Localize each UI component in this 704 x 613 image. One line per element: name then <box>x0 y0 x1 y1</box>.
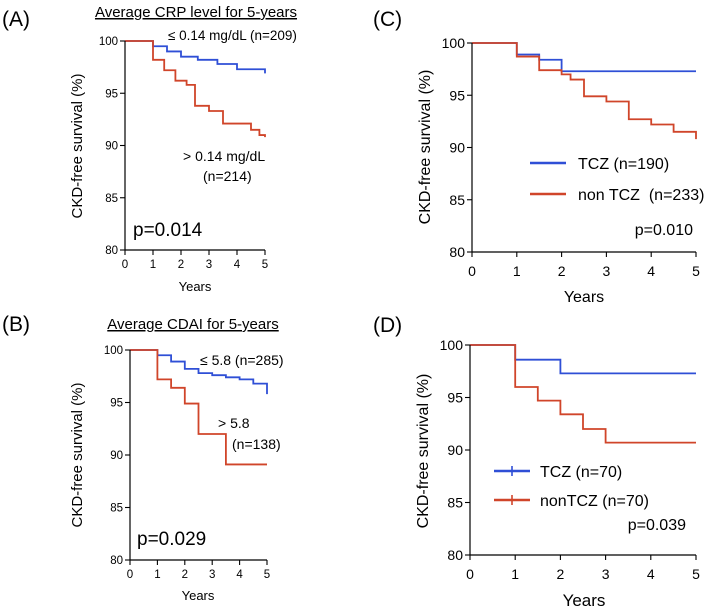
panel-c-yticks: 80 85 90 95 100 <box>442 35 472 260</box>
panel-d-ylabel: CKD-free survival (%) <box>415 374 432 529</box>
panel-d-xtick-label: 1 <box>511 566 519 582</box>
panel-c-legend-label-tcz: TCZ (n=190) <box>578 156 669 173</box>
panel-b-xtick-label: 0 <box>127 569 133 581</box>
panel-b-series-blue-line <box>130 349 268 395</box>
panel-c-pvalue: p=0.010 <box>635 222 693 239</box>
panel-b-yticks: 80 85 90 95 100 <box>104 345 130 567</box>
panel-a-label-high-1: > 0.14 mg/dL <box>183 148 265 164</box>
panel-d-xtick-label: 3 <box>602 566 610 582</box>
panel-d-xtick-label: 4 <box>647 566 655 582</box>
panel-c-ytick-label: 90 <box>449 140 465 156</box>
panel-d-ytick-label: 100 <box>440 337 464 353</box>
panel-b-ytick-label: 95 <box>110 398 123 410</box>
panel-c-xtick-label: 5 <box>692 263 700 279</box>
panel-c-xlabel: Years <box>564 289 604 306</box>
panel-b-series <box>130 349 268 466</box>
panel-c-ytick-label: 85 <box>449 192 465 208</box>
panel-d-series-red-line <box>470 344 696 444</box>
panel-c-ylabel: CKD-free survival (%) <box>417 70 434 225</box>
panel-a-series <box>125 40 266 138</box>
panel-b-pvalue: p=0.029 <box>137 529 206 550</box>
panel-b: (B) Average CDAI for 5-years CKD-free su… <box>2 313 284 603</box>
panel-c-letter: (C) <box>373 8 402 31</box>
panel-d-legend-label-nontcz: nonTCZ (n=70) <box>540 493 649 510</box>
panel-d-ytick-label: 80 <box>447 547 463 563</box>
panel-b-xtick-label: 2 <box>182 569 188 581</box>
panel-d-yticks: 80 85 90 95 100 <box>440 337 470 563</box>
panel-c-xtick-label: 3 <box>603 263 611 279</box>
panel-c-xtick-label: 0 <box>468 263 476 279</box>
panel-d-ytick-label: 90 <box>447 442 463 458</box>
panel-a-ytick-label: 85 <box>105 193 118 205</box>
panel-a-xticks: 0 1 2 3 4 5 <box>122 250 268 271</box>
panel-c-xtick-label: 4 <box>647 263 655 279</box>
panel-c-xtick-label: 2 <box>558 263 566 279</box>
panel-b-ytick-label: 90 <box>110 450 123 462</box>
panel-c: (C) CKD-free survival (%) 80 85 90 95 100 0 1… <box>373 8 704 306</box>
panel-a-ytick-label: 95 <box>105 88 118 100</box>
panel-a-ytick-label: 90 <box>105 141 118 153</box>
panel-b-ytick-label: 100 <box>104 345 123 357</box>
panel-d-ytick-label: 85 <box>447 495 463 511</box>
panel-c-xticks: 0 1 2 3 4 5 <box>468 252 700 279</box>
panel-d-xtick-label: 2 <box>557 566 565 582</box>
panel-a-label-high-2: (n=214) <box>203 168 252 184</box>
panel-d-series <box>470 344 696 444</box>
panel-d-xtick-label: 5 <box>692 566 700 582</box>
panel-c-ytick-label: 100 <box>442 35 466 51</box>
panel-a-yticks: 80 85 90 95 100 <box>99 36 125 257</box>
panel-c-ytick-label: 95 <box>449 87 465 103</box>
panel-d: (D) CKD-free survival (%) 80 85 90 95 100 0 1… <box>373 314 700 610</box>
panel-d-xlabel: Years <box>563 591 606 610</box>
panel-c-series <box>472 42 697 140</box>
panel-a-ytick-label: 80 <box>105 245 118 257</box>
panel-a-xtick-label: 4 <box>234 259 241 271</box>
panel-b-letter: (B) <box>2 313 30 336</box>
panel-b-ytick-label: 80 <box>110 555 123 567</box>
panel-a-xlabel: Years <box>179 279 212 294</box>
panel-a-ytick-label: 100 <box>99 36 118 48</box>
panel-c-legend-label-nontcz: non TCZ (n=233) <box>578 187 704 204</box>
panel-b-series-red-line <box>130 349 267 466</box>
panel-b-xlabel: Years <box>182 588 215 603</box>
panel-a-ylabel: CKD-free survival (%) <box>69 73 86 218</box>
panel-a-xtick-label: 3 <box>206 259 212 271</box>
panel-c-xtick-label: 1 <box>513 263 521 279</box>
panel-b-xtick-label: 1 <box>154 569 160 581</box>
panel-b-xtick-label: 3 <box>209 569 215 581</box>
panel-a-title: Average CRP level for 5-years <box>95 4 297 21</box>
panel-d-legend: TCZ (n=70) nonTCZ (n=70) <box>494 464 649 510</box>
panel-b-title: Average CDAI for 5-years <box>107 316 278 333</box>
panel-a-letter: (A) <box>2 8 30 31</box>
panel-c-series-blue-line <box>472 42 696 73</box>
panel-b-label-high-1: > 5.8 <box>218 415 250 431</box>
panel-a-xtick-label: 5 <box>262 259 268 271</box>
panel-d-xticks: 0 1 2 3 4 5 <box>466 555 700 582</box>
panel-d-xtick-label: 0 <box>466 566 474 582</box>
panel-a-xtick-label: 0 <box>122 259 128 271</box>
panel-a: (A) Average CRP level for 5-years CKD-fr… <box>2 4 297 294</box>
panel-c-ytick-label: 80 <box>449 244 465 260</box>
panel-d-ytick-label: 95 <box>447 390 463 406</box>
panel-b-label-low: ≤ 5.8 (n=285) <box>200 352 284 368</box>
panel-a-series-blue-line <box>125 40 266 74</box>
panel-a-pvalue: p=0.014 <box>133 220 203 241</box>
panel-c-legend: TCZ (n=190) non TCZ (n=233) <box>530 156 704 204</box>
panel-b-xtick-label: 5 <box>264 569 270 581</box>
panel-b-ytick-label: 85 <box>110 503 123 515</box>
panel-b-xticks: 0 1 2 3 4 5 <box>127 560 270 581</box>
panel-d-letter: (D) <box>373 314 402 337</box>
panel-c-series-red-line <box>472 42 697 140</box>
panel-b-label-high-2: (n=138) <box>232 436 281 452</box>
panel-d-pvalue: p=0.039 <box>628 517 686 534</box>
panel-b-ylabel: CKD-free survival (%) <box>69 382 86 527</box>
panel-a-xtick-label: 2 <box>178 259 184 271</box>
panel-b-xtick-label: 4 <box>236 569 243 581</box>
panel-d-legend-label-tcz: TCZ (n=70) <box>540 464 622 481</box>
panel-a-series-red-line <box>125 40 266 138</box>
panel-a-label-low: ≤ 0.14 mg/dL (n=209) <box>168 28 297 43</box>
panel-a-xtick-label: 1 <box>150 259 156 271</box>
panel-d-series-blue-line <box>470 344 696 375</box>
